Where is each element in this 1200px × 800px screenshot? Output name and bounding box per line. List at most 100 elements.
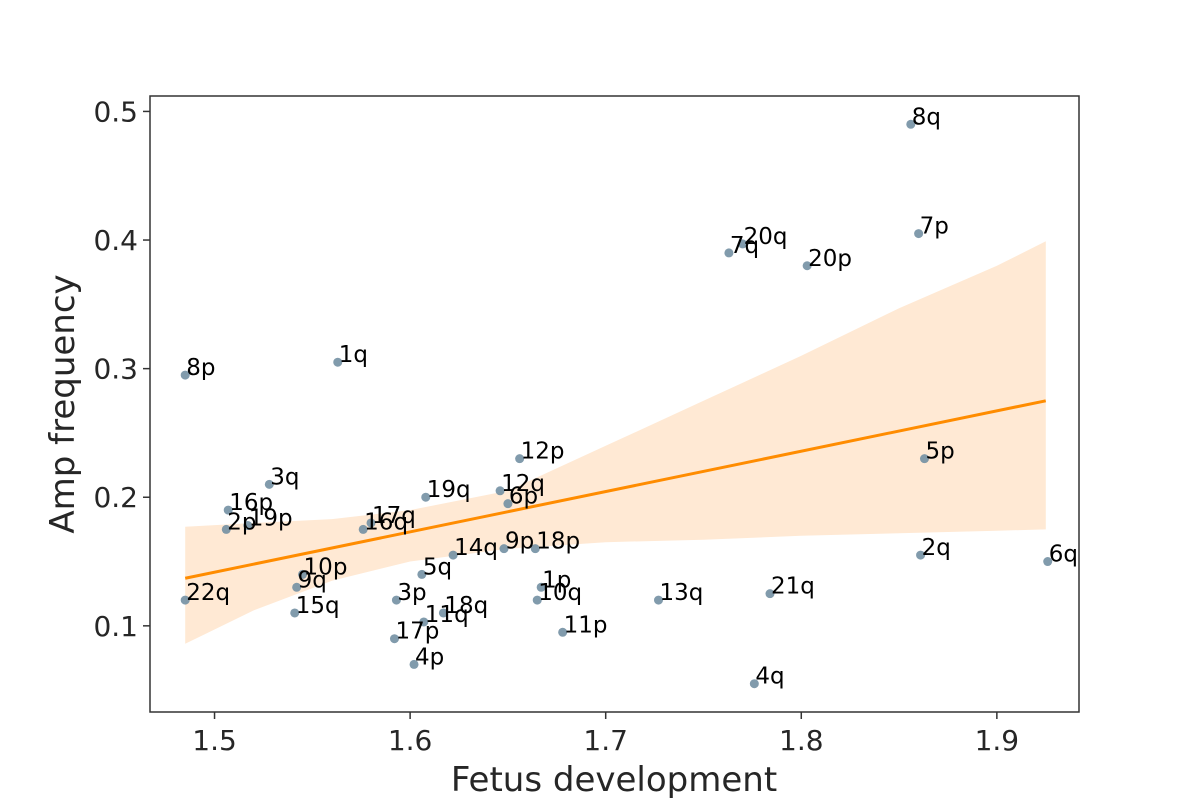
point-label: 12q — [501, 471, 545, 497]
data-point — [264, 479, 274, 489]
data-point — [221, 524, 231, 534]
point-label: 7p — [920, 214, 949, 240]
x-axis-ticks: 1.5 1.6 1.7 1.8 1.9 — [192, 712, 1019, 757]
point-label: 16p — [229, 490, 273, 516]
data-point — [366, 518, 376, 528]
data-point — [223, 505, 233, 515]
data-point — [802, 261, 812, 271]
point-label: 14q — [454, 535, 498, 561]
x-axis-label: Fetus development — [451, 760, 777, 800]
data-point — [409, 659, 419, 669]
data-point — [919, 454, 929, 464]
data-point — [749, 679, 759, 689]
data-point — [765, 589, 775, 599]
point-label: 6q — [1049, 542, 1078, 568]
regression-line — [184, 399, 1047, 580]
point-label: 2q — [922, 535, 951, 561]
point-label: 12p — [521, 439, 565, 465]
point-label: 11p — [564, 612, 608, 638]
confidence-band-layer — [185, 241, 1046, 644]
data-point — [914, 229, 924, 239]
x-tick-label: 1.6 — [388, 724, 433, 757]
point-label: 9q — [298, 567, 327, 593]
point-label: 21q — [771, 574, 815, 600]
data-point — [536, 582, 546, 592]
regression-line-layer — [184, 399, 1047, 580]
point-label: 10p — [304, 554, 348, 580]
point-label: 17q — [372, 503, 416, 529]
data-point — [532, 595, 542, 605]
point-label: 15q — [296, 593, 340, 619]
data-point — [298, 569, 308, 579]
data-point — [180, 595, 190, 605]
data-point — [558, 627, 568, 637]
point-label: 8p — [186, 355, 215, 381]
x-tick-label: 1.9 — [975, 724, 1020, 757]
point-label: 1p — [542, 567, 571, 593]
point-label: 2p — [227, 509, 256, 535]
data-point — [243, 521, 253, 531]
y-tick-label: 0.2 — [93, 481, 138, 514]
point-label: 5p — [925, 439, 954, 465]
point-label: 3q — [270, 464, 299, 490]
y-tick-label: 0.3 — [93, 353, 138, 386]
point-label: 9p — [505, 529, 534, 555]
point-label: 22q — [186, 580, 230, 606]
point-label: 5q — [423, 554, 452, 580]
y-tick-label: 0.5 — [93, 95, 138, 128]
data-point — [391, 595, 401, 605]
point-label: 18q — [444, 593, 488, 619]
x-tick-label: 1.5 — [192, 724, 237, 757]
data-point — [358, 524, 368, 534]
data-point — [417, 569, 427, 579]
point-label: 10q — [538, 580, 582, 606]
data-point — [448, 550, 458, 560]
point-label: 4q — [755, 664, 784, 690]
y-tick-label: 0.1 — [93, 610, 138, 643]
data-point — [916, 550, 926, 560]
data-point — [438, 608, 448, 618]
confidence-band — [185, 241, 1046, 644]
x-tick-label: 1.7 — [583, 724, 628, 757]
data-point — [495, 486, 505, 496]
data-point — [389, 634, 399, 644]
point-label: 1q — [339, 342, 368, 368]
data-point — [738, 239, 748, 249]
point-label: 19p — [249, 506, 293, 532]
point-label: 18p — [536, 529, 580, 555]
data-point — [503, 499, 513, 509]
data-point — [1043, 557, 1053, 567]
data-point — [421, 492, 431, 502]
data-point — [906, 119, 916, 129]
point-label: 8q — [912, 104, 941, 130]
data-point — [724, 248, 734, 258]
data-points-layer — [180, 119, 1053, 689]
point-label: 11q — [425, 602, 469, 628]
y-tick-label: 0.4 — [93, 224, 138, 257]
point-label: 19q — [427, 477, 471, 503]
data-point — [530, 544, 540, 554]
data-point — [290, 608, 300, 618]
data-point — [515, 454, 525, 464]
point-label: 3p — [397, 580, 426, 606]
data-point — [180, 370, 190, 380]
point-label: 7q — [730, 233, 759, 259]
point-label: 16q — [364, 509, 408, 535]
y-axis-label: Amp frequency — [43, 274, 83, 533]
point-label: 6p — [509, 484, 538, 510]
plot-frame — [149, 95, 1080, 713]
x-tick-label: 1.8 — [779, 724, 824, 757]
point-label: 13q — [660, 580, 704, 606]
data-point — [654, 595, 664, 605]
point-label: 20p — [808, 246, 852, 272]
data-point — [333, 357, 343, 367]
data-point — [499, 544, 509, 554]
point-label: 17p — [395, 619, 439, 645]
point-label: 4p — [415, 644, 444, 670]
y-axis-ticks: 0.1 0.2 0.3 0.4 0.5 — [93, 95, 150, 643]
data-point — [419, 617, 429, 627]
data-point — [292, 582, 302, 592]
point-label: 20q — [744, 224, 788, 250]
